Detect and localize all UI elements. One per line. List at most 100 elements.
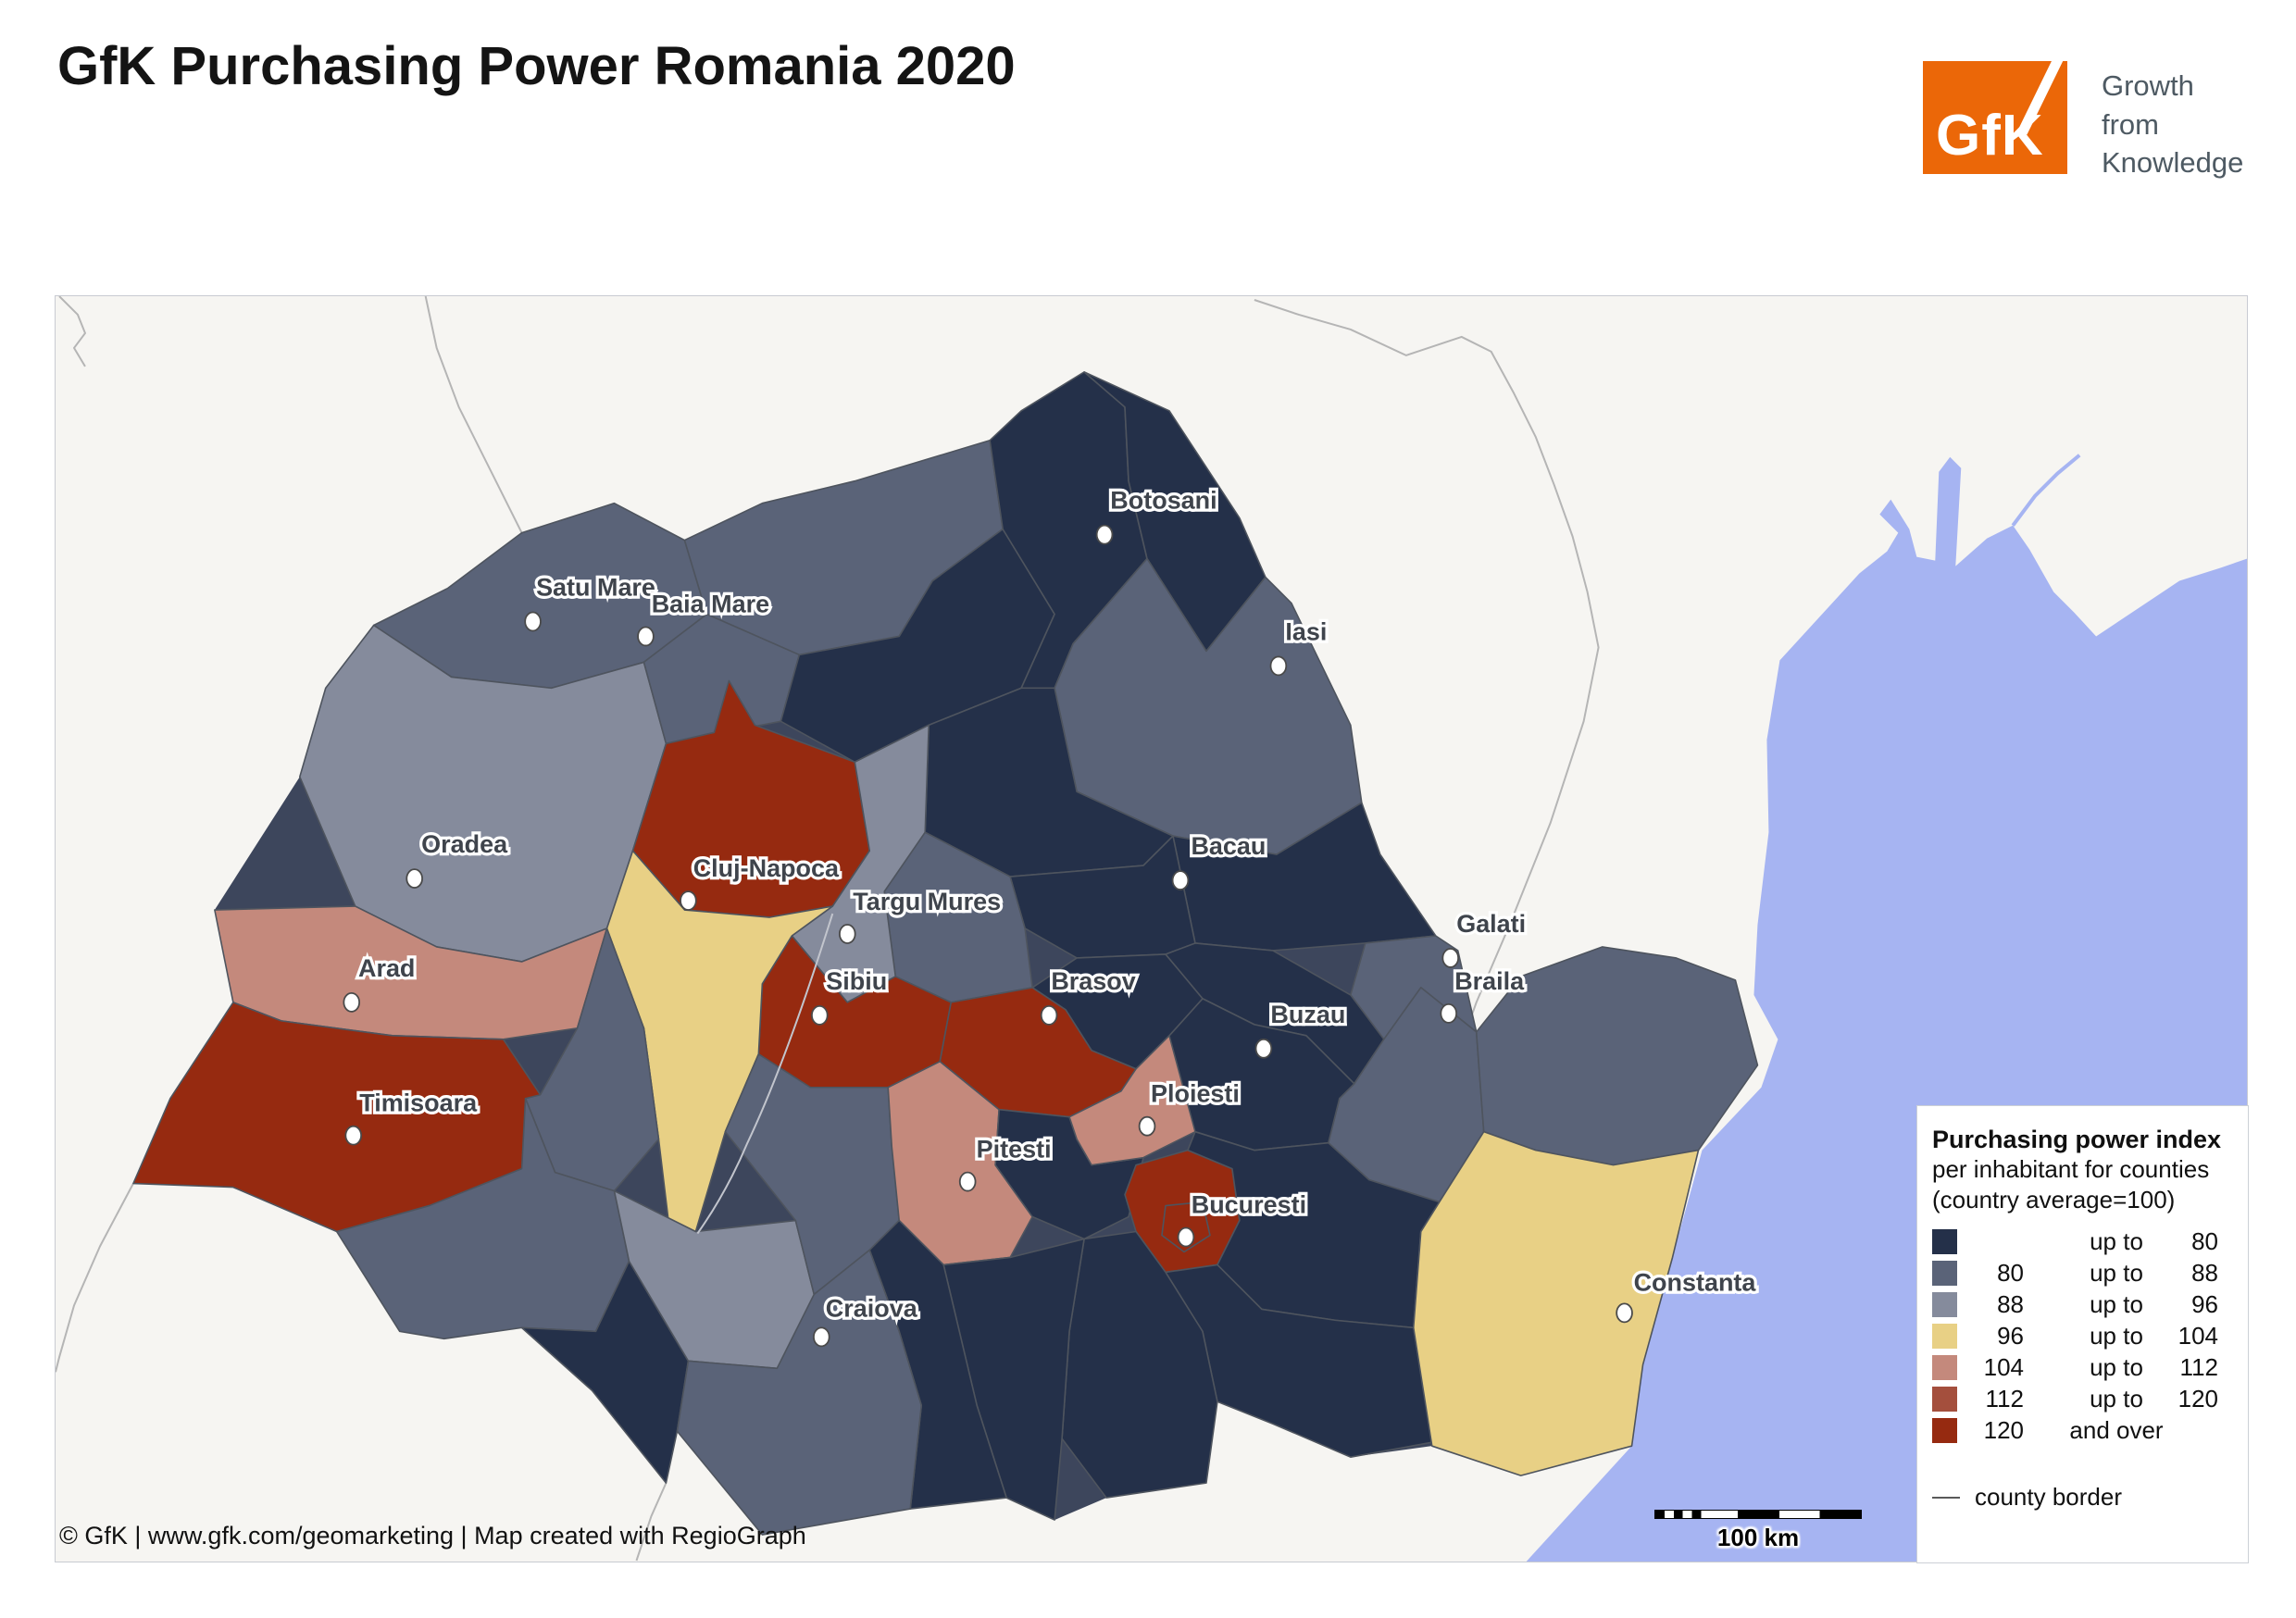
legend-class-to: 80 bbox=[2191, 1226, 2218, 1255]
legend-county-border: county border bbox=[1932, 1483, 2233, 1512]
city-dot-galati bbox=[1441, 948, 1460, 968]
city-dot-buzau bbox=[1254, 1038, 1273, 1059]
city-label-oradea: Oradea bbox=[421, 830, 508, 858]
page-title: GfK Purchasing Power Romania 2020 bbox=[57, 36, 1016, 96]
legend-class-qualifier: up to bbox=[2090, 1384, 2143, 1413]
city-dot-constanta bbox=[1616, 1302, 1633, 1324]
copyright-text: © GfK | www.gfk.com/geomarketing | Map c… bbox=[59, 1522, 806, 1550]
city-dot-pitesti bbox=[958, 1171, 977, 1192]
legend-row: 96 up to 104 bbox=[1932, 1320, 2233, 1351]
legend-row: up to 80 bbox=[1932, 1226, 2233, 1257]
logo-tagline-line: from bbox=[2102, 107, 2159, 141]
city-dot-cluj-napoca bbox=[680, 890, 697, 911]
city-label-sibiu: Sibiu bbox=[826, 967, 887, 995]
border-hungary-ukraine bbox=[424, 296, 523, 534]
county-border-line-icon bbox=[1932, 1496, 1960, 1499]
legend-class-qualifier: up to bbox=[2090, 1258, 2143, 1287]
legend-class-to: 112 bbox=[2179, 1352, 2218, 1381]
legend-class-from: 96 bbox=[1997, 1321, 2024, 1350]
border-hungary-serbia bbox=[56, 1183, 134, 1373]
legend-swatch bbox=[1932, 1228, 1957, 1254]
logo-tagline-line: Knowledge bbox=[2102, 146, 2244, 180]
river-ukraine bbox=[2011, 454, 2081, 527]
legend-note: (country average=100) bbox=[1932, 1185, 2176, 1214]
legend-class-qualifier: and over bbox=[2069, 1415, 2164, 1444]
legend-class-to: 120 bbox=[2177, 1384, 2218, 1413]
city-label-galati: Galati bbox=[1456, 910, 1526, 938]
city-label-arad: Arad bbox=[358, 954, 415, 982]
city-dot-bacau bbox=[1171, 870, 1190, 890]
city-dot-arad bbox=[343, 991, 361, 1013]
legend-class-from: 112 bbox=[1985, 1384, 2024, 1413]
legend-row: 120 and over bbox=[1932, 1414, 2233, 1446]
logo-tagline: Growth from Knowledge bbox=[2102, 67, 2243, 182]
legend-class-to: 96 bbox=[2191, 1289, 2218, 1318]
scale-bar-segments bbox=[1654, 1510, 1862, 1519]
city-dot-brasov bbox=[1040, 1004, 1058, 1026]
legend-swatch bbox=[1932, 1417, 1957, 1443]
city-label-buzau: Buzau bbox=[1270, 1001, 1345, 1028]
legend-swatch bbox=[1932, 1291, 1957, 1317]
city-label-timisoara: Timisoara bbox=[359, 1089, 478, 1117]
city-dot-iasi bbox=[1269, 655, 1288, 677]
city-dot-sibiu bbox=[811, 1004, 829, 1026]
legend-row: 80 up to 88 bbox=[1932, 1257, 2233, 1288]
city-label-satu-mare: Satu Mare bbox=[536, 574, 655, 602]
city-label-pitesti: Pitesti bbox=[977, 1136, 1052, 1164]
county-arges bbox=[887, 1060, 1033, 1266]
legend-class-to: 88 bbox=[2191, 1258, 2218, 1287]
city-dot-braila bbox=[1440, 1002, 1458, 1024]
city-label-bucuresti: Bucuresti bbox=[1192, 1191, 1306, 1219]
legend-class-qualifier: up to bbox=[2090, 1226, 2143, 1255]
legend-swatch bbox=[1932, 1323, 1957, 1349]
city-label-cluj-napoca: Cluj-Napoca bbox=[693, 854, 840, 882]
legend-class-from: 80 bbox=[1997, 1258, 2024, 1287]
river-olt bbox=[696, 913, 834, 1235]
city-label-constanta: Constanta bbox=[1634, 1268, 1757, 1296]
city-label-targu-mures: Targu Mures bbox=[853, 888, 1001, 915]
scale-bar: 100 km bbox=[1654, 1510, 1862, 1552]
map-area: Satu Mare Baia Mare Oradea Cluj-Napoca Targu… bbox=[55, 295, 2249, 1563]
city-dot-baia-mare bbox=[637, 626, 655, 647]
legend-class-from: 104 bbox=[1983, 1352, 2024, 1381]
county-constanta bbox=[1412, 1130, 1700, 1476]
county-dolj bbox=[676, 1249, 923, 1536]
scale-bar-label: 100 km bbox=[1716, 1524, 1800, 1551]
city-dot-targu-mures bbox=[838, 924, 856, 944]
city-dot-bucuresti bbox=[1177, 1226, 1195, 1248]
gfk-logo: GfK bbox=[1923, 61, 2067, 174]
legend-subtitle: per inhabitant for counties bbox=[1932, 1155, 2210, 1184]
logo-tagline-line: Growth bbox=[2102, 69, 2194, 102]
city-dot-satu-mare bbox=[524, 611, 542, 632]
city-dot-timisoara bbox=[344, 1125, 363, 1146]
legend-swatch bbox=[1932, 1386, 1957, 1412]
border-top-left bbox=[58, 296, 86, 367]
city-label-ploiesti: Ploiesti bbox=[1151, 1080, 1240, 1108]
city-label-bacau: Bacau bbox=[1191, 832, 1266, 860]
county-border-label: county border bbox=[1975, 1483, 2122, 1512]
city-label-craiova: Craiova bbox=[826, 1294, 918, 1322]
legend-swatch bbox=[1932, 1354, 1957, 1380]
legend-class-qualifier: up to bbox=[2090, 1289, 2143, 1318]
city-label-baia-mare: Baia Mare bbox=[652, 591, 769, 618]
city-label-braila: Braila bbox=[1454, 967, 1525, 995]
city-dot-craiova bbox=[813, 1326, 830, 1348]
legend: Purchasing power index per inhabitant fo… bbox=[1916, 1105, 2249, 1563]
county-bucuresti bbox=[1161, 1201, 1211, 1253]
legend-class-qualifier: up to bbox=[2090, 1352, 2143, 1381]
city-label-iasi: Iasi bbox=[1285, 617, 1327, 645]
legend-title: Purchasing power index bbox=[1932, 1126, 2222, 1153]
border-serbia-bulgaria bbox=[635, 1482, 668, 1562]
legend-class-qualifier: up to bbox=[2090, 1321, 2143, 1350]
legend-class-to: 104 bbox=[2177, 1321, 2218, 1350]
legend-row: 104 up to 112 bbox=[1932, 1351, 2233, 1383]
legend-class-from: 88 bbox=[1997, 1289, 2024, 1318]
legend-row: 88 up to 96 bbox=[1932, 1288, 2233, 1320]
legend-class-from: 120 bbox=[1983, 1415, 2024, 1444]
legend-row: 112 up to 120 bbox=[1932, 1383, 2233, 1414]
border-ukraine-moldova bbox=[1254, 299, 1600, 1029]
city-label-botosani: Botosani bbox=[1110, 487, 1217, 515]
city-dot-botosani bbox=[1095, 524, 1114, 545]
city-dot-ploiesti bbox=[1138, 1115, 1156, 1137]
